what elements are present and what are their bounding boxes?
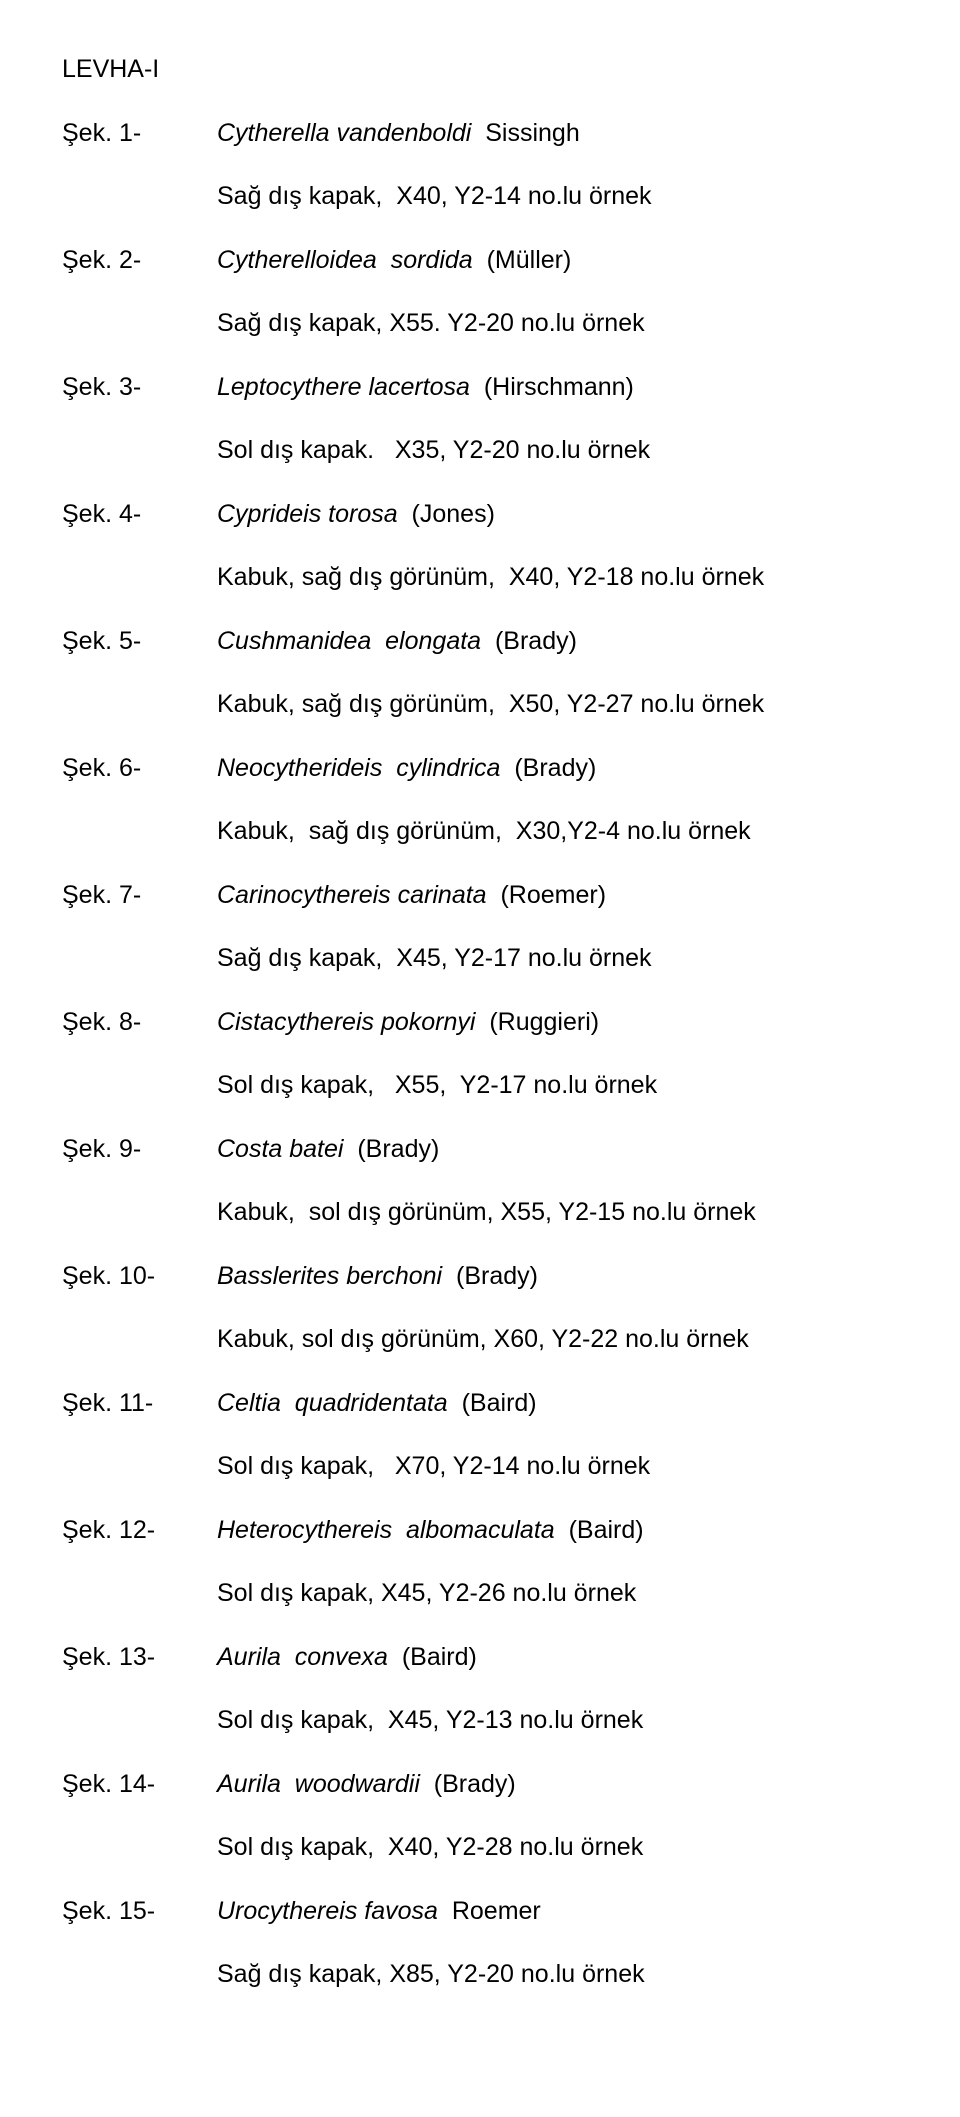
species-name: Cushmanidea elongata — [217, 627, 481, 655]
author-name: (Ruggieri) — [475, 1008, 599, 1036]
figure-name: Cistacythereis pokornyi (Ruggieri) — [217, 991, 599, 1055]
species-name: Cytherella vandenboldi — [217, 119, 471, 147]
species-name: Celtia quadridentata — [217, 1389, 448, 1417]
author-name: (Baird) — [448, 1389, 537, 1417]
author-name: (Baird) — [555, 1516, 644, 1544]
figure-label: Şek. 2- — [62, 229, 217, 293]
figure-detail: Kabuk, sağ dış görünüm, X40, Y2-18 no.lu… — [62, 546, 898, 610]
figure-detail: Sağ dış kapak, X85, Y2-20 no.lu örnek — [62, 1943, 898, 2007]
figure-name: Heterocythereis albomaculata (Baird) — [217, 1499, 644, 1563]
species-name: Aurila convexa — [217, 1643, 388, 1671]
figure-entry: Şek. 11-Celtia quadridentata (Baird) — [62, 1372, 898, 1436]
figure-label: Şek. 13- — [62, 1626, 217, 1690]
figure-name: Cyprideis torosa (Jones) — [217, 483, 495, 547]
figure-entry: Şek. 5-Cushmanidea elongata (Brady) — [62, 610, 898, 674]
figure-entry: Şek. 1-Cytherella vandenboldi Sissingh — [62, 102, 898, 166]
species-name: Cistacythereis pokornyi — [217, 1008, 475, 1036]
figure-label: Şek. 9- — [62, 1118, 217, 1182]
figure-name: Celtia quadridentata (Baird) — [217, 1372, 537, 1436]
figure-detail: Sol dış kapak, X45, Y2-26 no.lu örnek — [62, 1562, 898, 1626]
species-name: Cytherelloidea sordida — [217, 246, 473, 274]
figure-name: Cytherelloidea sordida (Müller) — [217, 229, 571, 293]
figure-detail: Sol dış kapak, X45, Y2-13 no.lu örnek — [62, 1689, 898, 1753]
species-name: Aurila woodwardii — [217, 1770, 420, 1798]
figure-detail: Kabuk, sağ dış görünüm, X30,Y2-4 no.lu ö… — [62, 800, 898, 864]
figure-detail: Sağ dış kapak, X45, Y2-17 no.lu örnek — [62, 927, 898, 991]
figure-detail: Sol dış kapak, X55, Y2-17 no.lu örnek — [62, 1054, 898, 1118]
figure-name: Leptocythere lacertosa (Hirschmann) — [217, 356, 634, 420]
author-name: (Roemer) — [487, 881, 606, 909]
figure-detail: Sol dış kapak, X70, Y2-14 no.lu örnek — [62, 1435, 898, 1499]
figure-entry: Şek. 4-Cyprideis torosa (Jones) — [62, 483, 898, 547]
figure-detail: Kabuk, sol dış görünüm, X60, Y2-22 no.lu… — [62, 1308, 898, 1372]
species-name: Costa batei — [217, 1135, 343, 1163]
figure-detail: Sol dış kapak, X40, Y2-28 no.lu örnek — [62, 1816, 898, 1880]
species-name: Basslerites berchoni — [217, 1262, 442, 1290]
figure-list: Şek. 1-Cytherella vandenboldi SissinghSa… — [62, 102, 898, 2007]
author-name: (Hirschmann) — [470, 373, 634, 401]
author-name: (Brady) — [442, 1262, 538, 1290]
author-name: (Brady) — [500, 754, 596, 782]
figure-detail: Sağ dış kapak, X40, Y2-14 no.lu örnek — [62, 165, 898, 229]
figure-label: Şek. 3- — [62, 356, 217, 420]
species-name: Urocythereis favosa — [217, 1897, 438, 1925]
figure-name: Neocytherideis cylindrica (Brady) — [217, 737, 596, 801]
figure-label: Şek. 1- — [62, 102, 217, 166]
figure-name: Cushmanidea elongata (Brady) — [217, 610, 577, 674]
figure-name: Cytherella vandenboldi Sissingh — [217, 102, 580, 166]
figure-detail: Kabuk, sağ dış görünüm, X50, Y2-27 no.lu… — [62, 673, 898, 737]
species-name: Heterocythereis albomaculata — [217, 1516, 555, 1544]
species-name: Neocytherideis cylindrica — [217, 754, 500, 782]
author-name: (Müller) — [473, 246, 572, 274]
figure-label: Şek. 5- — [62, 610, 217, 674]
figure-detail: Kabuk, sol dış görünüm, X55, Y2-15 no.lu… — [62, 1181, 898, 1245]
figure-name: Costa batei (Brady) — [217, 1118, 439, 1182]
figure-name: Aurila woodwardii (Brady) — [217, 1753, 516, 1817]
author-name: (Baird) — [388, 1643, 477, 1671]
figure-label: Şek. 15- — [62, 1880, 217, 1944]
plate-title: LEVHA-I — [62, 38, 898, 102]
author-name: (Brady) — [343, 1135, 439, 1163]
figure-name: Aurila convexa (Baird) — [217, 1626, 477, 1690]
figure-label: Şek. 11- — [62, 1372, 217, 1436]
figure-label: Şek. 6- — [62, 737, 217, 801]
species-name: Carinocythereis carinata — [217, 881, 487, 909]
author-name: (Brady) — [420, 1770, 516, 1798]
author-name: Sissingh — [471, 119, 579, 147]
figure-label: Şek. 14- — [62, 1753, 217, 1817]
figure-detail: Sağ dış kapak, X55. Y2-20 no.lu örnek — [62, 292, 898, 356]
species-name: Leptocythere lacertosa — [217, 373, 470, 401]
figure-entry: Şek. 15-Urocythereis favosa Roemer — [62, 1880, 898, 1944]
figure-entry: Şek. 8-Cistacythereis pokornyi (Ruggieri… — [62, 991, 898, 1055]
figure-name: Urocythereis favosa Roemer — [217, 1880, 541, 1944]
figure-entry: Şek. 3-Leptocythere lacertosa (Hirschman… — [62, 356, 898, 420]
figure-entry: Şek. 13-Aurila convexa (Baird) — [62, 1626, 898, 1690]
figure-entry: Şek. 7-Carinocythereis carinata (Roemer) — [62, 864, 898, 928]
figure-label: Şek. 10- — [62, 1245, 217, 1309]
figure-entry: Şek. 12-Heterocythereis albomaculata (Ba… — [62, 1499, 898, 1563]
figure-entry: Şek. 6-Neocytherideis cylindrica (Brady) — [62, 737, 898, 801]
figure-entry: Şek. 9-Costa batei (Brady) — [62, 1118, 898, 1182]
figure-label: Şek. 8- — [62, 991, 217, 1055]
figure-label: Şek. 12- — [62, 1499, 217, 1563]
figure-detail: Sol dış kapak. X35, Y2-20 no.lu örnek — [62, 419, 898, 483]
figure-entry: Şek. 2-Cytherelloidea sordida (Müller) — [62, 229, 898, 293]
figure-label: Şek. 7- — [62, 864, 217, 928]
figure-label: Şek. 4- — [62, 483, 217, 547]
author-name: (Brady) — [481, 627, 577, 655]
figure-name: Basslerites berchoni (Brady) — [217, 1245, 538, 1309]
figure-name: Carinocythereis carinata (Roemer) — [217, 864, 606, 928]
figure-entry: Şek. 10-Basslerites berchoni (Brady) — [62, 1245, 898, 1309]
author-name: (Jones) — [398, 500, 495, 528]
figure-entry: Şek. 14-Aurila woodwardii (Brady) — [62, 1753, 898, 1817]
author-name: Roemer — [438, 1897, 541, 1925]
species-name: Cyprideis torosa — [217, 500, 398, 528]
